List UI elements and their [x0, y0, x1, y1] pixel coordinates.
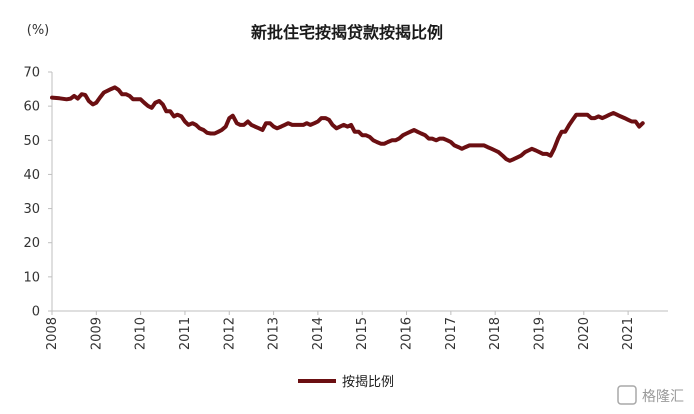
watermark-icon	[617, 385, 637, 405]
y-tick-label: 20	[23, 236, 40, 251]
chart-title: 新批住宅按揭贷款按揭比例	[251, 23, 443, 42]
series-line-0	[50, 85, 645, 163]
watermark-text: 格隆汇	[642, 389, 684, 405]
y-tick-label: 30	[23, 202, 40, 217]
watermark-logo: 格隆汇	[617, 385, 684, 405]
y-axis: 0 10 20 30 40 50 60 70	[23, 66, 53, 320]
legend: 按揭比例	[298, 375, 394, 390]
x-tick-label: 2021	[621, 317, 636, 350]
y-tick-label: 70	[23, 66, 40, 81]
x-tick-label: 2020	[577, 317, 592, 350]
y-tick-label: 0	[32, 305, 40, 320]
x-tick-label: 2013	[267, 317, 282, 350]
x-tick-label: 2015	[355, 317, 370, 350]
y-tick-label: 60	[23, 100, 40, 115]
x-tick-label: 2011	[178, 317, 193, 350]
x-tick-label: 2009	[89, 317, 104, 350]
x-tick-label: 2014	[311, 317, 326, 350]
x-axis: 2008 2009 2010 2011 2012 2013 2014 2015 2016 2017…	[45, 310, 668, 350]
y-axis-unit-label: (%)	[27, 23, 50, 38]
x-tick-label: 2016	[400, 317, 415, 350]
y-tick-label: 50	[23, 134, 40, 149]
x-tick-label: 2017	[444, 317, 459, 350]
y-tick-label: 40	[23, 168, 40, 183]
y-tick-label: 10	[23, 270, 40, 285]
x-tick-label: 2018	[488, 317, 503, 350]
x-tick-label: 2010	[134, 317, 149, 350]
x-tick-label: 2019	[532, 317, 547, 350]
x-tick-label: 2008	[45, 317, 60, 350]
legend-label: 按揭比例	[342, 375, 394, 390]
x-tick-label: 2012	[222, 317, 237, 350]
series-layer	[50, 85, 645, 163]
